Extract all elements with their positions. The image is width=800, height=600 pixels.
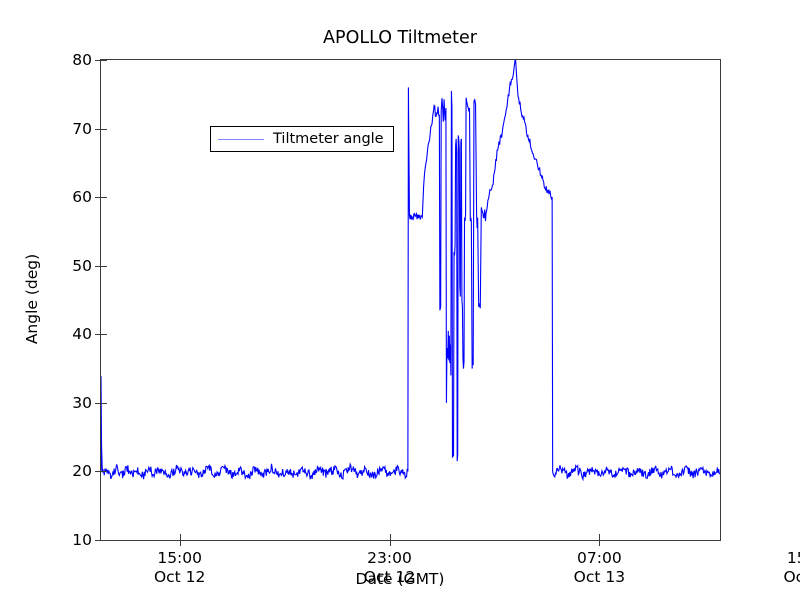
y-tick-mark <box>95 334 101 336</box>
y-tick-label: 60 <box>72 188 92 207</box>
y-tick-mark-inner <box>101 128 107 130</box>
x-tick-mark-inner <box>389 534 391 540</box>
y-tick-label: 50 <box>72 256 92 275</box>
y-tick-label: 20 <box>72 462 92 481</box>
x-tick-mark-inner <box>599 534 601 540</box>
y-tick-mark-inner <box>101 471 107 473</box>
y-tick-mark-inner <box>101 60 107 61</box>
x-tick-label-time: 15:00 <box>157 549 203 567</box>
x-tick-label-date: Oct 12 <box>363 568 416 587</box>
x-tick-label-date: Oct 13 <box>783 568 800 587</box>
y-tick-mark <box>95 471 101 473</box>
x-tick-label: 15:00 Oct 12 <box>154 549 205 588</box>
chart-title: APOLLO Tiltmeter <box>323 28 477 48</box>
plot-axes: 10 20 30 40 50 60 70 80 15:00 Oct 12 23:00 Oct 12 0… <box>72 51 800 586</box>
x-axis-title: Date (GMT) <box>355 570 445 588</box>
y-tick-mark-inner <box>101 540 107 541</box>
tiltmeter-angle-line <box>101 60 720 482</box>
y-tick-mark-inner <box>101 334 107 336</box>
x-tick-mark <box>599 540 601 546</box>
x-tick-mark <box>389 540 391 546</box>
y-tick-mark <box>95 60 101 61</box>
y-tick-mark <box>95 197 101 199</box>
y-tick-label: 10 <box>72 531 92 549</box>
y-tick-label: 80 <box>72 51 92 69</box>
x-tick-label-time: 23:00 <box>367 549 412 567</box>
legend-line-sample <box>218 138 264 140</box>
y-tick-mark <box>95 128 101 130</box>
data-line-layer <box>101 60 720 482</box>
x-tick-label-time: 07:00 <box>577 549 622 567</box>
x-tick-label-date: Oct 13 <box>573 568 626 587</box>
x-tick-label-date: Oct 12 <box>153 568 206 587</box>
y-tick-mark-inner <box>101 197 107 199</box>
y-tick-label: 40 <box>72 325 92 344</box>
chart-legend: Tiltmeter angle <box>210 126 394 152</box>
legend-label-tiltmeter-angle: Tiltmeter angle <box>273 131 384 147</box>
x-tick-label: 07:00 Oct 13 <box>574 549 625 588</box>
y-tick-label: 70 <box>72 119 92 138</box>
x-tick-mark <box>179 540 181 546</box>
y-tick-mark <box>95 265 101 267</box>
y-tick-label: 30 <box>72 393 92 412</box>
y-tick-mark <box>95 402 101 404</box>
y-tick-mark-inner <box>101 265 107 267</box>
y-tick-mark <box>95 540 101 541</box>
x-tick-label: 23:00 Oct 12 <box>364 549 415 588</box>
x-tick-mark-inner <box>179 534 181 540</box>
x-tick-label-time: 15:00 <box>786 549 800 567</box>
y-axis-title-text: Angle (deg) <box>23 253 41 345</box>
y-tick-mark-inner <box>101 402 107 404</box>
